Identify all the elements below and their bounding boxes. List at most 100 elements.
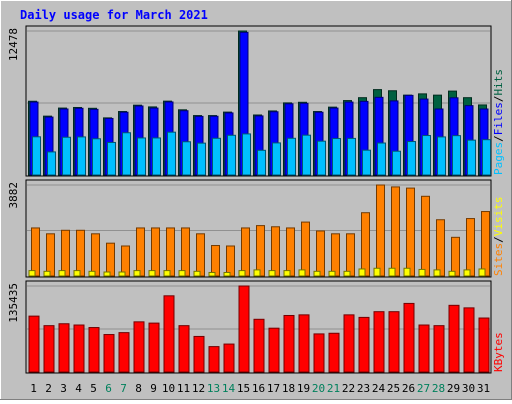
kbytes-bar: [433, 325, 445, 373]
sites-bar: [148, 270, 156, 277]
y-axis-max-label: 135435: [7, 283, 20, 323]
kbytes-bar: [193, 335, 205, 373]
sites-bar: [118, 271, 126, 277]
visits-bar: [406, 187, 415, 277]
kbytes-bar: [343, 314, 355, 373]
chart-title: Daily usage for March 2021: [20, 8, 208, 22]
x-tick-label: 18: [282, 382, 295, 395]
kbytes-bar: [403, 302, 415, 373]
kbytes-bar: [238, 285, 250, 373]
x-tick-label: 11: [177, 382, 190, 395]
x-tick-label: 31: [477, 382, 490, 395]
sites-bar: [313, 270, 321, 277]
x-tick-label: 1: [30, 382, 37, 395]
pages-bar: [347, 137, 356, 176]
sites-bar: [388, 267, 396, 277]
x-tick-label: 23: [357, 382, 370, 395]
pages-bar: [377, 142, 386, 176]
visits-bar: [481, 211, 490, 277]
legend-item: KBytes: [492, 332, 505, 372]
visits-bar: [376, 184, 385, 277]
x-tick-label: 16: [252, 382, 265, 395]
x-tick-label: 17: [267, 382, 280, 395]
sites-bar: [58, 270, 66, 277]
pages-bar: [272, 142, 281, 176]
visits-bar: [211, 245, 220, 277]
pages-bar: [437, 136, 446, 176]
x-tick-label: 24: [372, 382, 386, 395]
kbytes-bar: [418, 324, 430, 373]
x-tick-label: 21: [327, 382, 340, 395]
pages-bar: [482, 139, 491, 176]
kbytes-bar: [148, 322, 160, 373]
pages-bar: [392, 150, 401, 176]
y-axis-max-label: 3882: [7, 182, 20, 209]
sites-bar: [88, 270, 96, 277]
x-tick-label: 7: [120, 382, 127, 395]
x-tick-label: 25: [387, 382, 400, 395]
legend-item: Sites: [492, 243, 505, 276]
visits-bar: [46, 233, 55, 277]
visits-bar: [466, 218, 475, 277]
visits-bar: [196, 233, 205, 277]
legend-item: /: [492, 135, 505, 142]
panel-1: 12478: [7, 25, 492, 177]
kbytes-bar: [58, 323, 70, 373]
pages-bar: [467, 139, 476, 176]
sites-bar: [298, 269, 306, 277]
sites-bar: [478, 268, 486, 277]
pages-bar: [167, 131, 176, 176]
pages-bar: [107, 141, 116, 176]
kbytes-bar: [103, 334, 115, 373]
kbytes-bar: [313, 333, 325, 373]
pages-bar: [92, 138, 101, 176]
pages-bar: [197, 142, 206, 176]
sites-bar: [238, 270, 246, 277]
pages-bar: [227, 134, 236, 176]
legend-bottom: KBytes: [492, 332, 505, 372]
legend-top: Pages/Files/Hits: [492, 69, 505, 175]
legend-item: Files: [492, 102, 505, 135]
legend-item: Pages: [492, 142, 505, 175]
visits-bar: [121, 245, 130, 277]
kbytes-bar: [133, 321, 145, 373]
kbytes-bar: [178, 325, 190, 373]
pages-bar: [332, 138, 341, 176]
y-axis-max-label: 12478: [7, 28, 20, 61]
sites-bar: [193, 270, 201, 277]
legends: Pages/Files/Hits Sites / Visits KBytes: [492, 69, 505, 372]
x-tick-label: 12: [192, 382, 205, 395]
x-tick-label: 22: [342, 382, 355, 395]
sites-bar: [328, 270, 336, 277]
kbytes-bar: [358, 316, 370, 373]
x-tick-label: 29: [447, 382, 460, 395]
pages-bar: [287, 137, 296, 176]
visits-bar: [166, 227, 175, 277]
kbytes-bar: [463, 307, 475, 373]
pages-bar: [212, 137, 221, 176]
legend-item: Hits: [492, 69, 505, 96]
kbytes-bar: [328, 332, 340, 373]
legend-item: Visits: [492, 197, 505, 237]
kbytes-bar: [73, 324, 85, 373]
visits-bar: [76, 229, 85, 277]
chart-panels: 12478 3882 135435: [7, 25, 492, 374]
legend-item: /: [492, 96, 505, 103]
sites-bar: [208, 271, 216, 277]
kbytes-bar: [28, 315, 40, 373]
visits-bar: [256, 225, 265, 277]
kbytes-bar: [448, 304, 460, 373]
sites-bar: [373, 267, 381, 277]
x-axis-labels: 1 2 3 4 5 6 7 8 9 10 11 12 13 14 15 16 17 18 19 20 21 22 23 24 2…: [30, 382, 490, 395]
pages-bar: [302, 134, 311, 176]
sites-bar: [133, 270, 141, 277]
x-tick-label: 9: [150, 382, 157, 395]
pages-bar: [182, 141, 191, 176]
x-tick-label: 5: [90, 382, 97, 395]
sites-bar: [253, 269, 261, 277]
sites-bar: [73, 270, 81, 277]
x-tick-label: 15: [237, 382, 250, 395]
sites-bar: [343, 270, 351, 277]
sites-bar: [163, 270, 171, 277]
